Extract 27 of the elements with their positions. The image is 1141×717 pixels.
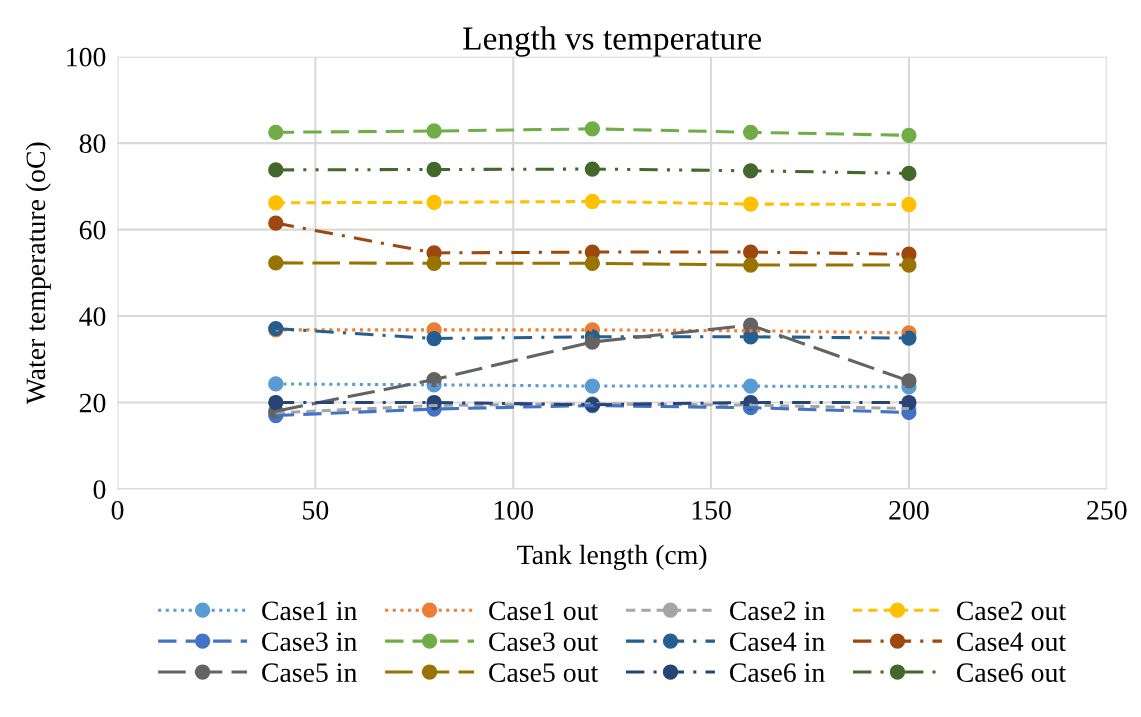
x-tick-label: 100 [494, 500, 533, 520]
legend-label: Case4 out [956, 632, 1066, 652]
y-axis-title: Water temperature (oC) [25, 142, 51, 405]
y-tick-label: 40 [79, 307, 106, 326]
legend-label: Case2 in [729, 601, 825, 621]
legend-label: Case1 in [262, 601, 357, 621]
legend-label: Case5 in [262, 663, 357, 683]
x-tick-label: 150 [692, 500, 731, 520]
x-tick-label: 250 [1087, 500, 1127, 520]
y-tick-label: 80 [79, 134, 106, 154]
y-tick-label: 60 [79, 220, 106, 240]
y-tick-label: 100 [67, 47, 106, 67]
legend-label: Case5 out [489, 663, 599, 683]
legend-label: Case3 out [489, 632, 599, 652]
legend-label: Case6 in [729, 663, 825, 683]
legend-label: Case1 out [489, 601, 599, 621]
legend-label: Case2 out [956, 601, 1066, 621]
x-tick-label: 0 [111, 500, 124, 520]
chart-title: Length vs temperature [463, 26, 761, 57]
legend-label: Case6 out [956, 663, 1066, 683]
legend-label: Case3 in [262, 632, 357, 652]
x-axis-title: Tank length (cm) [517, 544, 707, 571]
x-tick-label: 50 [303, 500, 329, 520]
y-tick-label: 0 [93, 480, 106, 499]
y-tick-label: 20 [79, 393, 106, 413]
x-tick-label: 200 [889, 500, 929, 520]
legend-label: Case4 in [729, 632, 825, 652]
